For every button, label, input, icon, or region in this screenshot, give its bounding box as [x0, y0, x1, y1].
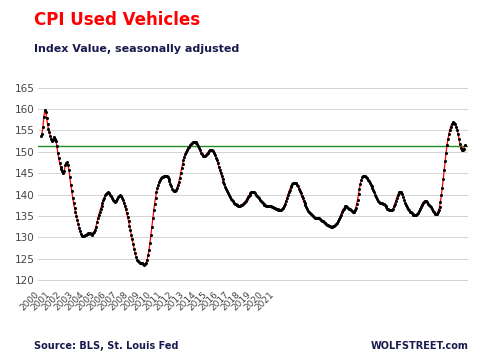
Text: Index Value, seasonally adjusted: Index Value, seasonally adjusted [34, 44, 239, 54]
Text: Source: BLS, St. Louis Fed: Source: BLS, St. Louis Fed [34, 341, 178, 351]
Text: WOLFSTREET.com: WOLFSTREET.com [370, 341, 469, 351]
Text: CPI Used Vehicles: CPI Used Vehicles [34, 11, 200, 29]
